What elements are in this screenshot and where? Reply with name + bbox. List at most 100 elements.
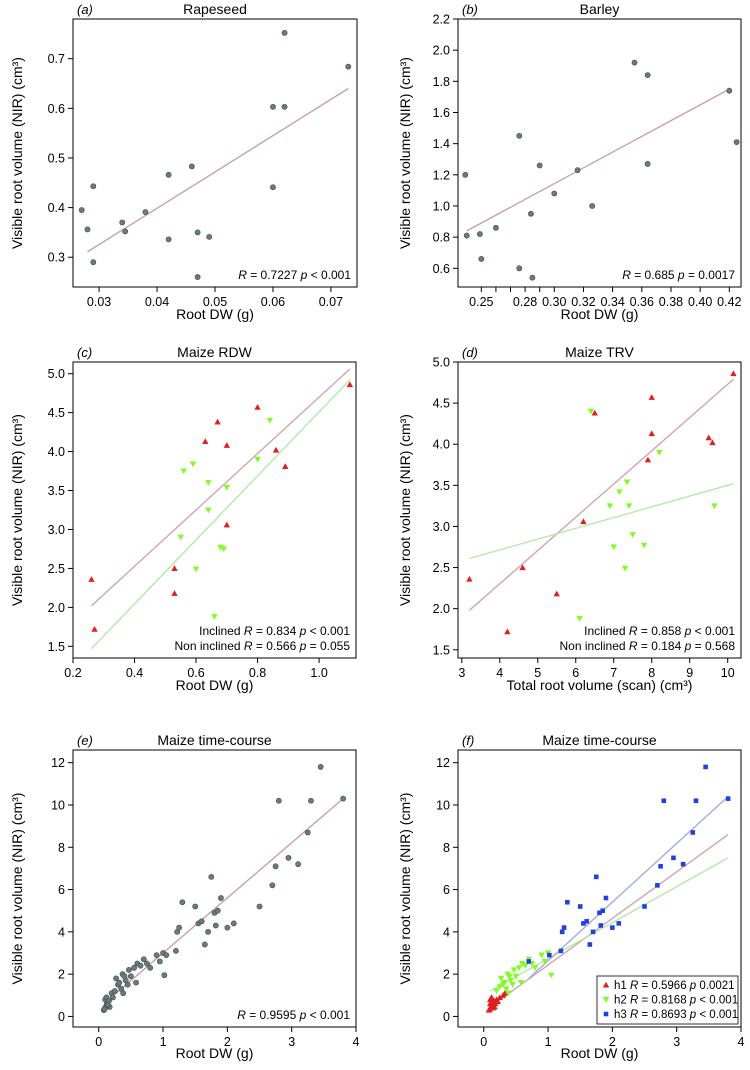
data-point: [463, 232, 470, 239]
x-tick-label: 0.38: [659, 295, 683, 309]
data-point: [726, 87, 733, 94]
y-axis-label: Visible root volume (NIR) (cm³): [9, 57, 25, 249]
y-tick-label: 0.4: [48, 201, 65, 215]
data-point: [275, 797, 282, 804]
data-point: [561, 925, 567, 930]
data-point: [621, 565, 629, 572]
series-Inclined: [466, 370, 737, 635]
data-point: [84, 226, 91, 233]
data-point: [254, 456, 261, 463]
legend-entry: h3 R = 0.8693 p < 0.001: [614, 1009, 738, 1021]
data-point: [496, 994, 504, 1000]
data-point: [629, 532, 636, 538]
y-tick-label: 6: [443, 883, 450, 897]
data-point: [214, 418, 221, 425]
x-tick-label: 0.06: [261, 295, 285, 309]
panel-label: (e): [77, 733, 93, 748]
y-tick-label: 0.5: [48, 151, 65, 165]
legend-marker: [602, 996, 610, 1003]
y-tick-label: 1.4: [433, 137, 450, 151]
data-point: [211, 614, 218, 620]
y-tick-label: 4.5: [433, 397, 450, 411]
data-point: [140, 956, 147, 963]
stats-text: R = 0.9595 p < 0.001: [237, 1008, 350, 1022]
data-point: [644, 161, 651, 167]
y-tick-label: 1.5: [48, 640, 65, 654]
y-tick-label: 2.0: [433, 602, 450, 616]
data-point: [553, 590, 560, 597]
data-point: [597, 910, 602, 916]
plot-frame: [457, 749, 742, 1028]
data-point: [580, 518, 587, 525]
x-tick-label: 4: [496, 666, 503, 680]
data-point: [266, 417, 274, 424]
data-point: [501, 989, 509, 996]
data-point: [631, 59, 638, 66]
data-point: [497, 975, 505, 982]
stats-text: R = 0.7227 p < 0.001: [238, 268, 351, 282]
data-point: [111, 988, 118, 994]
x-tick-label: 0.40: [688, 295, 712, 309]
y-tick-label: 0.6: [433, 262, 450, 276]
chart-panel-2: (b) Barley 0.25 0.28 0.30 0.32 0.34 0.36 0.38 0.4…: [397, 1, 742, 322]
y-tick-label: 1.5: [433, 643, 450, 657]
data-point: [345, 63, 352, 70]
data-point: [212, 922, 219, 929]
data-point: [147, 964, 154, 971]
x-tick-label: 0.42: [717, 295, 741, 309]
data-point: [504, 628, 511, 635]
y-tick-label: 2: [443, 968, 450, 982]
y-tick-label: 0.6: [48, 102, 65, 116]
x-axis-label: Root DW (g): [561, 306, 639, 322]
y-tick-label: 12: [436, 756, 450, 770]
data-point: [703, 764, 708, 770]
data-point: [142, 209, 149, 215]
data-point: [156, 958, 163, 965]
y-tick-label: 4.0: [48, 445, 65, 459]
data-point: [593, 874, 599, 880]
data-point: [478, 256, 485, 262]
data-point: [493, 224, 499, 231]
y-tick-label: 1.8: [433, 75, 450, 89]
data-point: [693, 798, 699, 804]
stats-text: R = 0.685 p = 0.0017: [622, 268, 735, 282]
series-Inclined: [88, 381, 354, 632]
data-point: [690, 830, 696, 835]
data-point: [519, 961, 526, 967]
data-point: [304, 829, 311, 836]
x-tick-label: 3: [673, 1035, 680, 1049]
y-tick-label: 1.0: [433, 199, 450, 213]
data-point: [281, 103, 288, 110]
data-point: [616, 921, 622, 926]
data-point: [256, 903, 263, 910]
series-h2: [493, 950, 555, 997]
fit-line: [469, 483, 734, 560]
data-point: [161, 972, 168, 979]
y-tick-label: 3.0: [433, 520, 450, 534]
legend-entry: h2 R = 0.8168 p < 0.001: [614, 995, 738, 1007]
data-point: [536, 162, 543, 169]
y-tick-label: 6: [58, 883, 65, 897]
data-point: [496, 984, 504, 991]
data-point: [101, 1006, 108, 1012]
x-tick-label: 0.36: [630, 295, 654, 309]
data-point: [507, 977, 514, 984]
data-point: [551, 190, 558, 197]
data-point: [610, 925, 615, 930]
data-point: [577, 904, 583, 909]
legend-entry: h1 R = 0.5966 p 0.0021: [614, 980, 735, 992]
data-point: [124, 981, 131, 988]
x-tick-label: 8: [648, 666, 655, 680]
fit-line: [528, 796, 729, 979]
data-point: [137, 962, 144, 969]
data-point: [317, 764, 324, 770]
data-point: [192, 566, 200, 573]
data-point: [504, 990, 512, 997]
fit-line: [466, 88, 730, 232]
data-point: [90, 259, 97, 266]
data-point: [503, 986, 510, 993]
data-point: [512, 973, 520, 980]
x-tick-label: 0.04: [145, 295, 169, 309]
series-h3: [526, 764, 731, 964]
